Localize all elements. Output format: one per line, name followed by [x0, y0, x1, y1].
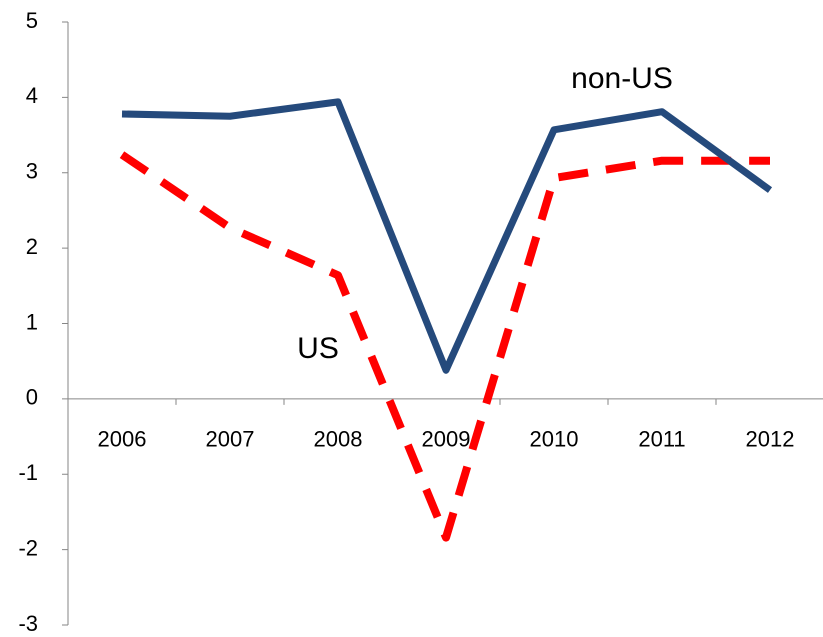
annotation: non-US	[571, 62, 673, 95]
y-tick-label: -3	[18, 611, 38, 636]
x-tick-label: 2006	[98, 427, 147, 452]
x-tick-label: 2007	[206, 427, 255, 452]
x-tick-label: 2008	[314, 427, 363, 452]
x-tick-label: 2011	[638, 427, 685, 452]
x-tick-label: 2010	[530, 427, 579, 452]
y-tick-label: 0	[26, 385, 38, 410]
y-tick-label: -2	[18, 535, 38, 560]
y-tick-label: 5	[26, 8, 38, 33]
x-tick-label: 2009	[422, 427, 471, 452]
annotation: US	[297, 332, 339, 365]
y-tick-label: 3	[26, 159, 38, 184]
y-tick-label: 2	[26, 234, 38, 259]
y-tick-label: -1	[18, 460, 38, 485]
series-line	[121, 98, 773, 374]
x-tick-label: 2012	[746, 427, 795, 452]
series-line	[119, 151, 770, 542]
y-tick-label: 1	[26, 309, 38, 334]
y-tick-label: 4	[26, 83, 38, 108]
